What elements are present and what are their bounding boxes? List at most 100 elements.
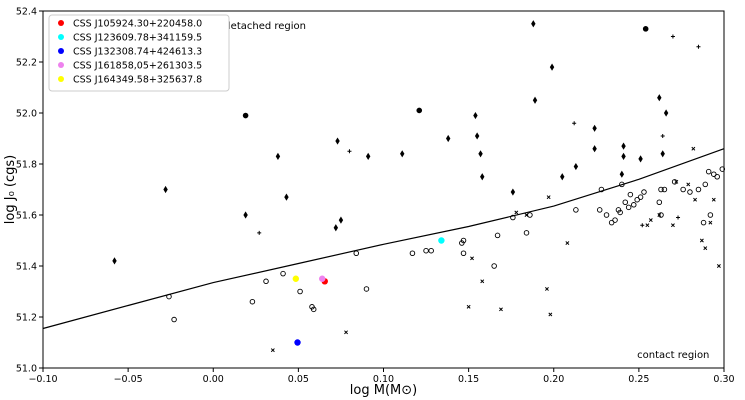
point-open-circle-15 xyxy=(460,250,467,256)
point-open-circle-37 xyxy=(656,199,663,205)
y-tick-label: 51.0 xyxy=(16,364,37,375)
x-tick-label: 0.00 xyxy=(203,374,224,385)
point-plus-1 xyxy=(347,149,352,154)
point-open-circle-48 xyxy=(714,173,720,180)
point-open-circle-20 xyxy=(527,212,533,218)
point-plus-7 xyxy=(676,215,681,220)
highlight-point-3 xyxy=(319,275,326,282)
point-open-circle-17 xyxy=(494,232,501,239)
point-x-2 xyxy=(466,304,471,309)
boundary-curve xyxy=(42,148,725,330)
point-x-15 xyxy=(674,179,679,184)
point-open-circle-32 xyxy=(627,191,634,198)
point-x-11 xyxy=(565,241,570,246)
legend-label: CSS J123609.78+341159.5 xyxy=(73,33,202,44)
point-open-circle-35 xyxy=(637,194,644,200)
legend-label: CSS J161858,05+261303.5 xyxy=(73,61,202,72)
y-tick-label: 52.4 xyxy=(16,7,37,18)
point-open-circle-0 xyxy=(166,293,172,300)
point-plus-3 xyxy=(660,133,665,138)
point-open-circle-21 xyxy=(573,207,579,213)
point-open-circle-45 xyxy=(705,168,712,175)
point-diamond-1 xyxy=(163,185,168,194)
point-open-circle-1 xyxy=(171,316,177,323)
highlight-point-1 xyxy=(438,237,445,244)
point-diamond-20 xyxy=(573,162,579,171)
point-diamond-11 xyxy=(473,111,478,120)
legend-marker xyxy=(58,48,64,54)
point-x-20 xyxy=(708,220,713,225)
x-tick-label: 0.20 xyxy=(543,374,564,385)
point-diamond-21 xyxy=(592,124,597,132)
point-x-16 xyxy=(686,182,691,187)
point-diamond-0 xyxy=(112,257,117,265)
point-diamond-4 xyxy=(284,193,289,201)
y-tick-label: 52.2 xyxy=(16,58,37,69)
point-open-circle-36 xyxy=(641,189,647,195)
point-plus-6 xyxy=(640,223,645,228)
point-open-circle-38 xyxy=(658,186,664,193)
highlight-point-4 xyxy=(292,275,300,282)
legend-box xyxy=(48,14,230,92)
point-x-0 xyxy=(270,348,275,353)
point-open-circle-14 xyxy=(460,237,467,244)
y-tick-label: 51.8 xyxy=(16,160,37,171)
point-open-circle-10 xyxy=(409,250,416,256)
point-open-circle-42 xyxy=(687,189,693,195)
point-open-circle-2 xyxy=(249,298,256,305)
point-open-circle-26 xyxy=(612,217,618,223)
point-open-circle-46 xyxy=(707,212,714,218)
point-open-circle-9 xyxy=(363,286,370,292)
legend-label: CSS J105924.30+220458.0 xyxy=(73,19,202,30)
point-plus-5 xyxy=(696,44,701,49)
point-diamond-5 xyxy=(335,137,340,145)
point-x-18 xyxy=(699,238,704,243)
point-open-circle-3 xyxy=(263,278,269,285)
x-axis-title: log M(M⊙) xyxy=(350,383,417,398)
point-diamond-8 xyxy=(365,152,371,160)
point-diamond-13 xyxy=(478,150,483,158)
point-open-circle-18 xyxy=(510,214,516,221)
point-open-circle-24 xyxy=(603,212,610,218)
y-tick-label: 51.4 xyxy=(16,262,37,273)
point-open-circle-39 xyxy=(661,186,668,193)
point-plus-2 xyxy=(572,121,577,126)
point-open-circle-49 xyxy=(719,166,726,172)
x-tick-label: 0.05 xyxy=(288,374,309,385)
y-tick-label: 51.6 xyxy=(16,211,37,222)
point-x-5 xyxy=(499,307,503,312)
point-x-22 xyxy=(711,197,716,202)
point-open-circle-44 xyxy=(702,181,709,188)
point-x-12 xyxy=(645,223,650,228)
point-diamond-18 xyxy=(549,63,555,71)
point-diamond-3 xyxy=(275,152,281,160)
point-x-10 xyxy=(548,312,553,317)
x-tick-label: 0.15 xyxy=(458,374,479,385)
point-diamond-23 xyxy=(621,142,626,150)
point-open-circle-34 xyxy=(634,196,640,203)
point-open-circle-8 xyxy=(353,250,360,256)
point-filled-circle-1 xyxy=(416,107,423,114)
point-open-circle-12 xyxy=(428,247,434,254)
annotation-1: contact region xyxy=(637,350,709,361)
point-diamond-14 xyxy=(480,173,485,181)
point-x-6 xyxy=(514,210,519,215)
y-tick-label: 52.0 xyxy=(16,109,37,120)
point-diamond-9 xyxy=(400,150,405,158)
point-open-circle-50 xyxy=(700,219,707,226)
x-tick-label: 0.25 xyxy=(628,374,649,385)
point-diamond-10 xyxy=(445,134,451,143)
point-open-circle-7 xyxy=(310,306,317,313)
point-x-7 xyxy=(524,213,529,217)
point-open-circle-31 xyxy=(625,204,632,211)
legend-marker xyxy=(58,76,64,82)
point-diamond-25 xyxy=(619,170,625,178)
y-tick-label: 51.2 xyxy=(16,313,37,324)
point-x-14 xyxy=(670,223,675,228)
point-open-circle-5 xyxy=(297,288,303,295)
point-diamond-12 xyxy=(474,132,480,140)
point-open-circle-29 xyxy=(619,181,625,188)
point-diamond-16 xyxy=(531,20,536,28)
legend-label: CSS J164349.58+325637.8 xyxy=(73,75,202,86)
